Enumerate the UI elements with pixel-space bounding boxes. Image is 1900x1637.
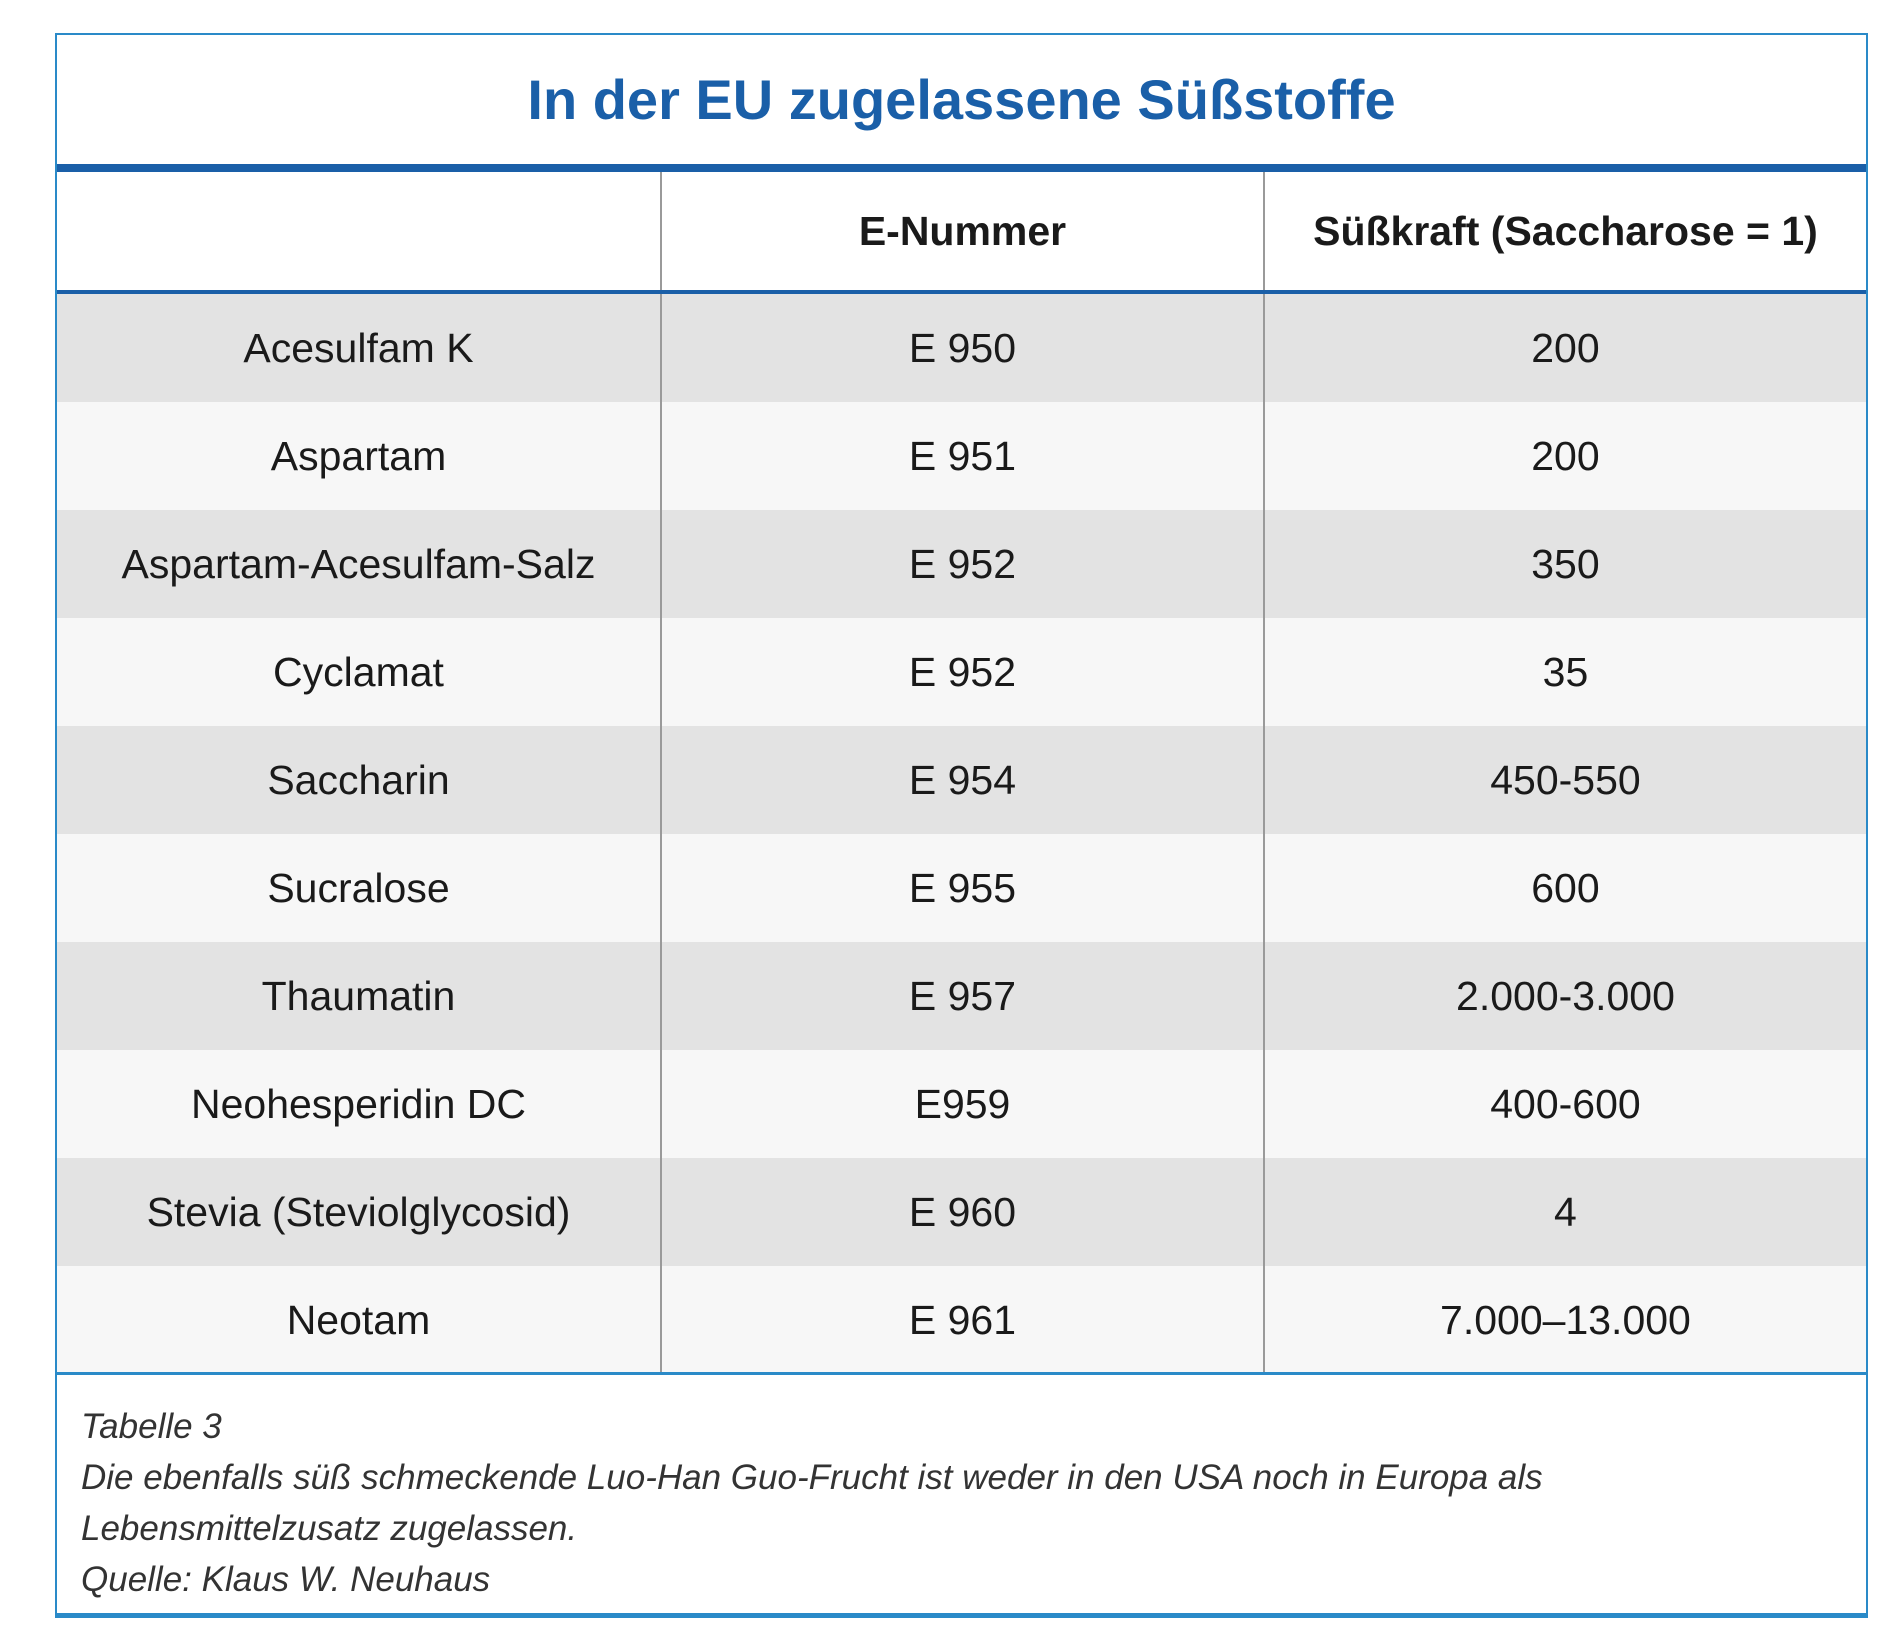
caption-label: Tabelle 3	[81, 1407, 222, 1446]
sweeteners-table-box: In der EU zugelassene Süßstoffe E-Nummer…	[55, 33, 1868, 1618]
table-row: Cyclamat E 952 35	[57, 618, 1866, 726]
cell-sweetness: 4	[1262, 1158, 1866, 1266]
cell-name: Cyclamat	[273, 648, 444, 695]
cell-name: Aspartam-Acesulfam-Salz	[121, 540, 596, 587]
table-row: Aspartam-Acesulfam-Salz E 952 350	[57, 510, 1866, 618]
cell-e-number: E 957	[659, 942, 1263, 1050]
cell-name: Neohesperidin DC	[190, 1080, 526, 1127]
cell-name: Stevia (Steviolglycosid)	[146, 1188, 571, 1235]
caption-line-2: Lebensmittelzusatz zugelassen.	[81, 1509, 578, 1548]
caption-line-1: Die ebenfalls süß schmeckende Luo-Han Gu…	[81, 1458, 1543, 1497]
cell-sweetness: 7.000–13.000	[1262, 1266, 1866, 1374]
cell-sweetness: 200	[1262, 294, 1866, 402]
table-header-row: E-Nummer Süßkraft (Saccharose = 1)	[57, 172, 1866, 294]
table-row: Aspartam E 951 200	[57, 402, 1866, 510]
cell-sweetness: 600	[1262, 834, 1866, 942]
cell-e-number: E 952	[659, 618, 1263, 726]
table-title: In der EU zugelassene Süßstoffe	[527, 68, 1396, 131]
table-row: Neohesperidin DC E959 400-600	[57, 1050, 1866, 1158]
cell-name: Thaumatin	[261, 972, 456, 1019]
cell-e-number: E 955	[659, 834, 1263, 942]
cell-e-number: E 950	[659, 294, 1263, 402]
caption-source: Quelle: Klaus W. Neuhaus	[81, 1560, 491, 1599]
table-row: Neotam E 961 7.000–13.000	[57, 1266, 1866, 1374]
table-row: Stevia (Steviolglycosid) E 960 4	[57, 1158, 1866, 1266]
table-row: Thaumatin E 957 2.000-3.000	[57, 942, 1866, 1050]
cell-sweetness: 400-600	[1262, 1050, 1866, 1158]
table-row: Acesulfam K E 950 200	[57, 294, 1866, 402]
cell-name: Aspartam	[270, 432, 447, 479]
cell-e-number: E 961	[659, 1266, 1263, 1374]
cell-e-number: E959	[659, 1050, 1263, 1158]
cell-name: Sucralose	[267, 864, 450, 911]
cell-name: Saccharin	[267, 756, 450, 803]
header-e-number: E-Nummer	[659, 172, 1263, 290]
title-divider	[57, 164, 1866, 172]
cell-sweetness: 35	[1262, 618, 1866, 726]
cell-name: Acesulfam K	[243, 324, 474, 371]
cell-sweetness: 2.000-3.000	[1262, 942, 1866, 1050]
header-name	[57, 172, 660, 290]
cell-sweetness: 200	[1262, 402, 1866, 510]
cell-sweetness: 350	[1262, 510, 1866, 618]
cell-sweetness: 450-550	[1262, 726, 1866, 834]
table-row: Sucralose E 955 600	[57, 834, 1866, 942]
cell-name: Neotam	[286, 1296, 431, 1343]
cell-e-number: E 952	[659, 510, 1263, 618]
header-sweetness: Süßkraft (Saccharose = 1)	[1262, 172, 1866, 290]
cell-e-number: E 954	[659, 726, 1263, 834]
table-row: Saccharin E 954 450-550	[57, 726, 1866, 834]
table-caption: Tabelle 3 Die ebenfalls süß schmeckende …	[57, 1372, 1866, 1605]
cell-e-number: E 960	[659, 1158, 1263, 1266]
cell-e-number: E 951	[659, 402, 1263, 510]
